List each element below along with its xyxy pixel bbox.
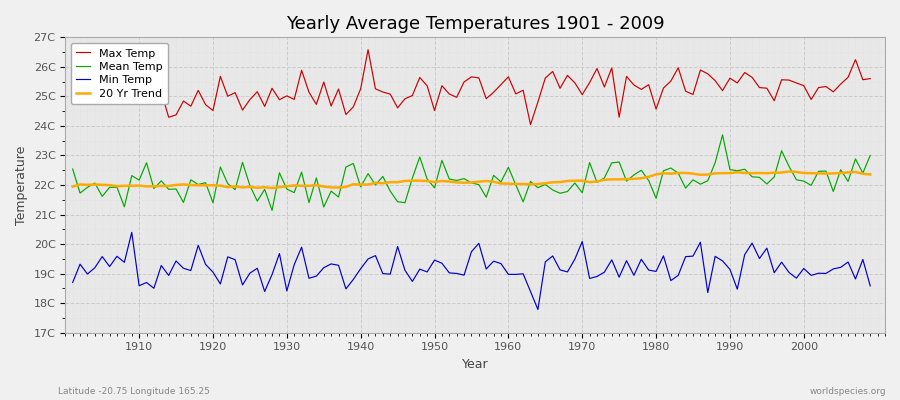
20 Yr Trend — [68, 184, 78, 189]
Mean Temp — [296, 170, 307, 174]
Min Temp — [607, 258, 617, 262]
Max Temp — [68, 88, 78, 93]
20 Yr Trend — [126, 183, 137, 188]
Title: Yearly Average Temperatures 1901 - 2009: Yearly Average Temperatures 1901 - 2009 — [286, 15, 664, 33]
Min Temp — [126, 230, 137, 235]
Legend: Max Temp, Mean Temp, Min Temp, 20 Yr Trend: Max Temp, Mean Temp, Min Temp, 20 Yr Tre… — [71, 43, 167, 104]
Max Temp — [333, 87, 344, 92]
Min Temp — [134, 283, 145, 288]
Line: 20 Yr Trend: 20 Yr Trend — [73, 172, 870, 188]
Max Temp — [363, 47, 374, 52]
20 Yr Trend — [503, 181, 514, 186]
Min Temp — [533, 307, 544, 312]
Max Temp — [503, 74, 514, 79]
Text: worldspecies.org: worldspecies.org — [810, 387, 886, 396]
Max Temp — [126, 98, 137, 103]
Mean Temp — [503, 165, 514, 170]
Max Temp — [510, 92, 521, 96]
Min Temp — [503, 272, 514, 277]
Mean Temp — [599, 176, 610, 180]
Mean Temp — [68, 167, 78, 172]
Text: Latitude -20.75 Longitude 165.25: Latitude -20.75 Longitude 165.25 — [58, 387, 211, 396]
20 Yr Trend — [510, 182, 521, 186]
X-axis label: Year: Year — [462, 358, 489, 371]
20 Yr Trend — [865, 172, 876, 177]
Mean Temp — [510, 182, 521, 187]
Max Temp — [607, 66, 617, 70]
20 Yr Trend — [296, 183, 307, 188]
Mean Temp — [340, 165, 351, 170]
Mean Temp — [266, 208, 277, 213]
Line: Min Temp: Min Temp — [73, 232, 870, 310]
Max Temp — [289, 97, 300, 102]
Max Temp — [865, 76, 876, 81]
Line: Mean Temp: Mean Temp — [73, 135, 870, 210]
Min Temp — [340, 286, 351, 291]
20 Yr Trend — [266, 186, 277, 190]
Mean Temp — [865, 153, 876, 158]
Min Temp — [296, 245, 307, 250]
20 Yr Trend — [340, 184, 351, 189]
20 Yr Trend — [599, 177, 610, 182]
Min Temp — [510, 272, 521, 277]
Mean Temp — [717, 132, 728, 137]
Line: Max Temp: Max Temp — [73, 50, 870, 125]
Min Temp — [865, 284, 876, 288]
Mean Temp — [126, 173, 137, 178]
Y-axis label: Temperature: Temperature — [15, 145, 28, 225]
20 Yr Trend — [784, 169, 795, 174]
Min Temp — [68, 280, 78, 285]
Max Temp — [525, 122, 535, 127]
